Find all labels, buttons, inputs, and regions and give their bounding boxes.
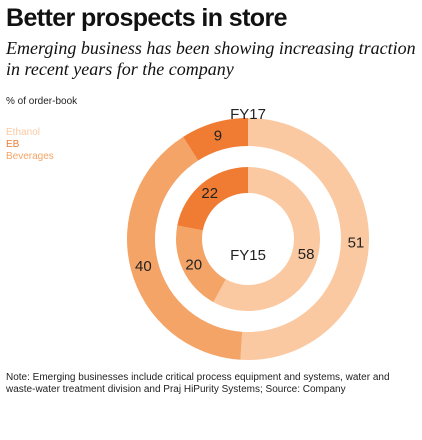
data-label-fy15-ethanol: 58 — [298, 246, 315, 263]
legend-item-ethanol: Ethanol — [6, 127, 40, 138]
legend-item-eb: EB — [6, 139, 20, 150]
footnote: Note: Emerging businesses include critic… — [6, 372, 390, 395]
unit-label: % of order-book — [6, 96, 78, 107]
slice-fy15-eb — [177, 167, 248, 231]
ring-label-fy15: FY15 — [230, 247, 266, 264]
slice-fy15-beverages — [176, 225, 226, 303]
data-label-fy15-eb: 22 — [201, 185, 218, 202]
ring-label-fy17: FY17 — [230, 106, 266, 123]
legend-item-beverages: Beverages — [6, 151, 54, 162]
chart-subtitle: Emerging business has been showing incre… — [6, 38, 416, 79]
data-label-fy17-eb: 9 — [214, 127, 222, 144]
data-label-fy15-beverages: 20 — [185, 257, 202, 274]
slice-fy15-ethanol — [213, 167, 320, 311]
slice-fy17-eb — [183, 118, 248, 161]
slice-fy17-ethanol — [240, 118, 370, 360]
data-label-fy17-beverages: 40 — [135, 258, 152, 275]
legend: Ethanol EB Beverages — [6, 127, 54, 163]
data-label-fy17-ethanol: 51 — [348, 234, 365, 251]
chart-title: Better prospects in store — [6, 4, 288, 32]
slice-fy17-beverages — [126, 136, 243, 360]
